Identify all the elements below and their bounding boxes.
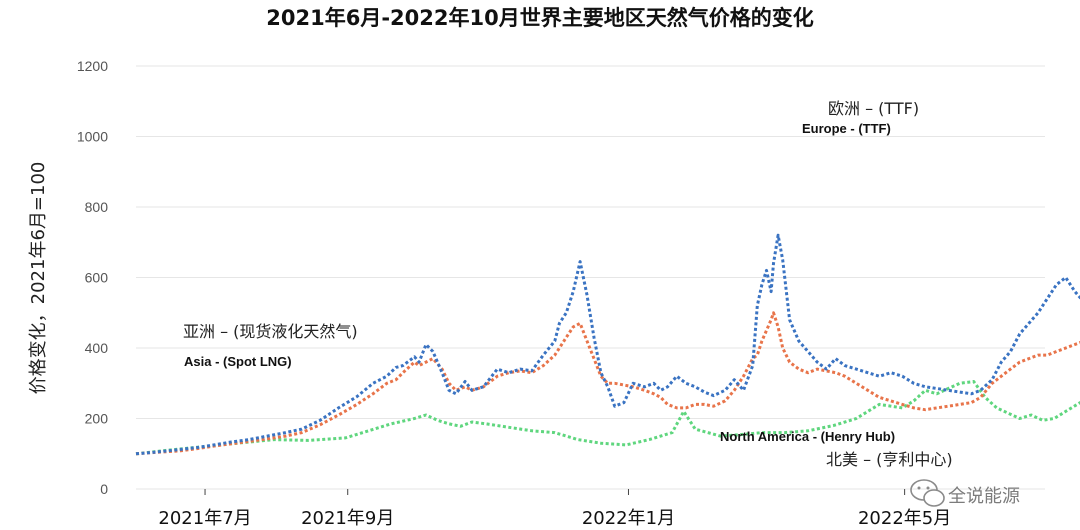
y-tick-label: 400 — [85, 340, 109, 356]
series-line-north-america — [135, 380, 1080, 456]
annotation-europe-en: Europe - (TTF) — [802, 121, 891, 136]
y-axis-label: 价格变化，2021年6月=100 — [28, 162, 49, 395]
series-line-asia — [135, 311, 1080, 456]
x-tick-label: 2021年9月 — [301, 508, 394, 529]
chart-grid — [136, 65, 1045, 490]
x-axis-ticks: 2021年7月 2021年9月 2022年1月 2022年5月 — [158, 489, 951, 529]
annotation-europe-cn: 欧洲 – (TTF) — [828, 99, 919, 118]
wechat-icon — [910, 479, 945, 507]
y-tick-label: 0 — [100, 481, 108, 497]
watermark-text: 全说能源 — [948, 486, 1020, 507]
watermark: 全说能源 — [910, 479, 1020, 507]
annotation-asia-en: Asia - (Spot LNG) — [184, 354, 292, 369]
y-tick-label: 600 — [85, 270, 109, 286]
annotation-na-en: North America - (Henry Hub) — [720, 429, 895, 444]
annotations: 欧洲 – (TTF) Europe - (TTF) 亚洲 – (现货液化天然气)… — [183, 99, 953, 469]
x-tick-label: 2021年7月 — [158, 508, 251, 529]
chart-title: 2021年6月-2022年10月世界主要地区天然气价格的变化 — [266, 6, 813, 30]
series-line-europe — [135, 233, 1080, 456]
series-layer — [135, 233, 1080, 456]
annotation-na-cn: 北美 – (亨利中心) — [826, 450, 953, 469]
y-tick-label: 200 — [85, 411, 109, 427]
y-tick-label: 1000 — [77, 129, 108, 145]
y-tick-label: 1200 — [77, 58, 108, 74]
x-tick-label: 2022年5月 — [858, 508, 951, 529]
y-tick-label: 800 — [85, 199, 109, 215]
annotation-asia-cn: 亚洲 – (现货液化天然气) — [183, 322, 358, 341]
x-tick-label: 2022年1月 — [582, 508, 675, 529]
y-axis-ticks: 0 200 400 600 800 1000 1200 — [77, 58, 108, 497]
